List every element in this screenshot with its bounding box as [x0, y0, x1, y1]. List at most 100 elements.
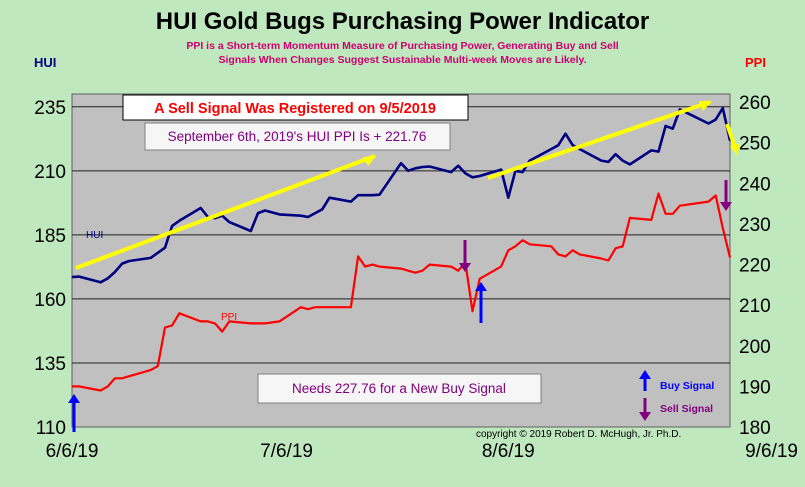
data-point — [78, 385, 80, 387]
data-point — [464, 172, 466, 175]
data-point — [407, 270, 409, 272]
data-point — [221, 330, 223, 333]
left-axis-title: HUI — [34, 55, 57, 70]
data-point — [400, 162, 402, 164]
data-point — [200, 320, 202, 323]
data-point — [364, 265, 366, 268]
x-tick-label: 6/6/19 — [46, 441, 99, 462]
data-point — [421, 270, 424, 272]
sell-signal-banner — [122, 94, 469, 121]
data-point — [307, 216, 309, 218]
data-point — [729, 140, 731, 142]
data-point — [629, 217, 631, 219]
ppi-value-text: September 6th, 2019's HUI PPI Is + 221.7… — [168, 129, 427, 144]
data-point — [564, 255, 567, 258]
data-point — [722, 107, 724, 109]
sell-legend-label: Sell Signal — [660, 403, 713, 415]
data-point — [278, 213, 281, 215]
data-point — [657, 192, 660, 195]
data-point — [507, 249, 509, 251]
data-point — [371, 194, 373, 196]
data-point — [300, 215, 302, 217]
data-point — [650, 219, 652, 221]
data-point — [378, 265, 381, 268]
data-point — [579, 253, 581, 256]
data-point — [307, 308, 309, 310]
data-point — [429, 165, 431, 168]
data-point — [278, 320, 281, 323]
data-point — [100, 281, 102, 283]
annotations-layer: A Sell Signal Was Registered on 9/5/2019… — [68, 94, 740, 440]
hui-series-label: HUI — [86, 230, 103, 241]
data-point — [450, 265, 452, 268]
data-point — [679, 205, 681, 207]
data-point — [414, 272, 416, 274]
data-point — [514, 245, 517, 247]
data-point — [371, 263, 373, 266]
data-point — [178, 312, 180, 314]
data-point — [228, 320, 230, 323]
data-point — [622, 245, 624, 247]
data-point — [214, 322, 216, 325]
data-point — [150, 369, 152, 371]
data-point — [500, 168, 502, 171]
data-point — [665, 213, 667, 215]
data-point — [550, 148, 552, 150]
data-point — [457, 270, 459, 272]
data-point — [729, 256, 731, 259]
ppi-value-box — [144, 122, 451, 151]
series-ppi — [71, 192, 732, 392]
data-point — [178, 220, 180, 222]
data-point — [564, 133, 567, 135]
needs-text: Needs 227.76 for a New Buy Signal — [292, 381, 506, 396]
data-point — [707, 201, 710, 203]
data-point — [200, 207, 202, 209]
x-tick-label: 8/6/19 — [482, 441, 535, 462]
data-point — [107, 277, 109, 280]
sell-legend-arrow — [639, 398, 651, 421]
data-point — [321, 306, 323, 308]
data-point — [364, 194, 366, 196]
axis-labels: 110 135 160 185 210 235 180 190 200 210 220 230 240 2… — [34, 93, 798, 462]
data-point — [257, 322, 259, 325]
data-point — [100, 389, 102, 392]
data-point — [521, 171, 524, 173]
data-point — [114, 377, 116, 379]
data-point — [257, 212, 259, 214]
data-point — [78, 276, 80, 278]
buy-legend-label: Buy Signal — [660, 380, 714, 392]
trend-line — [725, 123, 737, 148]
data-point — [378, 194, 381, 196]
data-point — [150, 257, 152, 259]
data-point — [715, 194, 717, 197]
right-tick-label: 200 — [739, 337, 771, 358]
data-point — [715, 119, 717, 121]
data-point — [264, 322, 266, 325]
sell-arrow — [720, 180, 732, 211]
left-tick-label: 185 — [34, 226, 66, 247]
data-point — [350, 306, 352, 308]
data-point — [128, 375, 130, 377]
trend-line — [75, 154, 376, 270]
data-point — [328, 197, 331, 199]
right-tick-label: 250 — [739, 134, 771, 155]
data-point — [121, 262, 123, 265]
data-point — [572, 144, 574, 146]
trend-arrowhead — [363, 156, 376, 166]
sell-signal-text: A Sell Signal Was Registered on 9/5/2019 — [154, 101, 436, 117]
data-point — [300, 306, 302, 308]
data-point — [314, 212, 316, 214]
data-point — [650, 149, 652, 151]
data-point — [557, 144, 559, 146]
data-point — [171, 225, 173, 227]
data-point — [350, 200, 352, 203]
data-point — [128, 260, 130, 262]
right-tick-label: 220 — [739, 256, 771, 277]
data-point — [707, 122, 710, 125]
data-point — [572, 249, 574, 251]
data-point — [407, 170, 409, 172]
right-tick-label: 190 — [739, 377, 771, 398]
data-point — [672, 213, 674, 215]
